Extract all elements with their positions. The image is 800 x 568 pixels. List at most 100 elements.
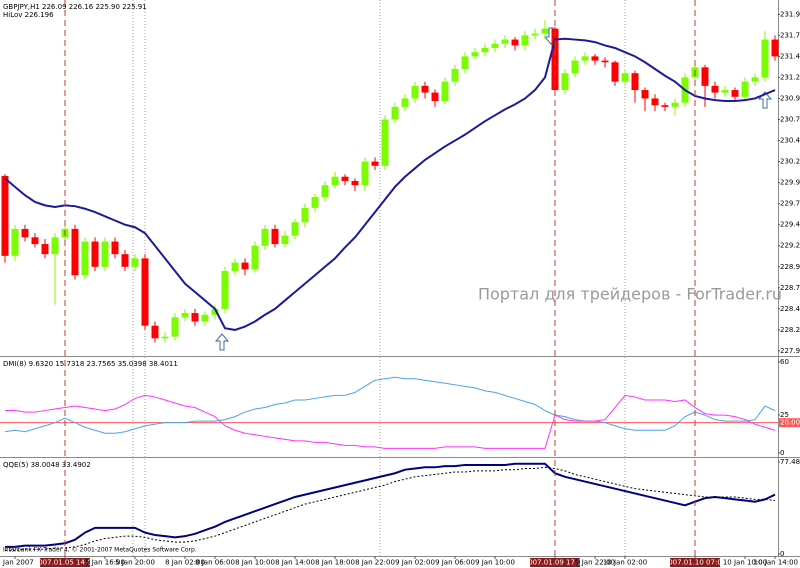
candle-body [481,47,489,53]
y-tick-label: 231.45 [780,52,800,60]
candle-body [171,317,179,337]
candle-body [751,77,759,82]
candle-body [631,73,639,91]
candle-body [241,262,249,270]
watermark: Портал для трейдеров - ForTrader.ru [478,285,782,304]
x-tick-label: 5 Jan 2007 [0,559,34,567]
symbol-title: GBPJPY,H1 226.09 226.16 225.90 225.91 [3,3,147,11]
y-tick-label: 77.4822 [780,458,800,466]
candle-body [91,241,99,267]
candle-body [711,85,719,93]
x-tick-label: 9 Jan 22:00 [575,559,615,567]
candle-body [521,35,529,46]
dmi-title: DMI(8) 9.6320 15.7318 23.7565 35.0398 38… [3,360,178,368]
candle-body [701,67,709,86]
copyright: Interbank FX Trader 4, © 2001-2007 MetaQ… [3,547,197,554]
candle-body [151,325,159,339]
y-tick-label: 228.95 [780,263,800,271]
x-tick-label: 2007.01.09 17:00 [524,559,586,567]
candle-body [251,245,259,270]
y-tick-label: 229.95 [780,179,800,187]
candle-body [291,222,299,236]
candle-body [391,106,399,120]
candle-body [661,105,669,107]
candle-body [311,196,319,208]
y-tick-label: 227.95 [780,347,800,355]
candle-body [551,28,559,91]
level-label: 20.00 [780,419,800,427]
candle-body [271,228,279,245]
y-tick-label: 231.70 [780,31,800,39]
y-tick-label: 231.20 [780,73,800,81]
candle-body [501,39,509,44]
indicator-line [5,394,776,449]
x-tick-label: 2007.01.05 14:00 [34,559,96,567]
candle-body [121,254,129,267]
candle-body [161,336,169,339]
candle-body [581,56,589,61]
candle-body [431,92,439,101]
candle-body [771,39,779,57]
x-tick-label: 8 Jan 18:00 [315,559,355,567]
candle-body [471,52,479,57]
y-tick-label: 231.95 [780,10,800,18]
candle-body [571,60,579,74]
candle-body [531,33,539,36]
candle-body [181,313,189,318]
candle-body [71,228,79,276]
y-tick-label: 229.45 [780,221,800,229]
hilo-line [4,37,776,331]
candle-body [11,228,19,256]
candle-body [331,176,339,186]
candle-body [131,258,139,267]
candle-body [211,308,219,315]
candle-body [591,56,599,61]
y-tick-label: 230.45 [780,137,800,145]
time-badge [530,558,580,567]
x-tick-label: 8 Jan 10:00 [235,559,275,567]
candle-body [111,241,119,255]
x-tick-label: 10 Jan 02:00 [603,559,647,567]
x-tick-label: 9 Jan 10:00 [475,559,515,567]
candle-body [421,85,429,93]
y-tick-label: 228.70 [780,284,800,292]
x-tick-label: 5 Jan 20:00 [115,559,155,567]
candle-body [441,81,449,101]
candle-body [491,43,499,48]
candle-body [561,73,569,91]
level-badge [779,418,800,428]
x-tick-label: 10 Jan 10:00 [723,559,767,567]
candle-body [761,39,769,78]
indicator-line [5,466,776,551]
buy-arrow [214,333,230,351]
candle-body [31,237,39,245]
candle-body [321,185,329,197]
y-tick-label: 230.20 [780,158,800,166]
candle-body [721,90,729,93]
candle-body [401,98,409,107]
candle-body [41,244,49,255]
candle-body [511,39,519,46]
x-tick-label: 10 Jan 14:00 [754,559,798,567]
x-tick-label: 8 Jan 22:00 [355,559,395,567]
y-tick-label: 60 [780,358,789,366]
candle-body [101,241,109,267]
candle-body [621,73,629,82]
indicator-line [4,376,776,434]
x-tick-label: 9 Jan 06:00 [435,559,475,567]
candle-body [281,235,289,245]
candle-body [611,62,619,82]
candle-body [231,262,239,271]
candle-body [261,228,269,246]
candle-body [671,102,679,107]
y-tick-label: 25 [780,411,789,419]
y-tick-label: 228.20 [780,326,800,334]
time-badge [40,558,90,567]
indicator-legend: HiLov 226.196 [3,11,54,19]
candle-body [641,90,649,99]
candle-body [351,180,359,186]
y-tick-label: 0 [780,550,784,558]
qqe-title: QQE(5) 38.0048 33.4902 [3,461,91,469]
x-tick-label: 2007.01.10 07:00 [664,559,726,567]
